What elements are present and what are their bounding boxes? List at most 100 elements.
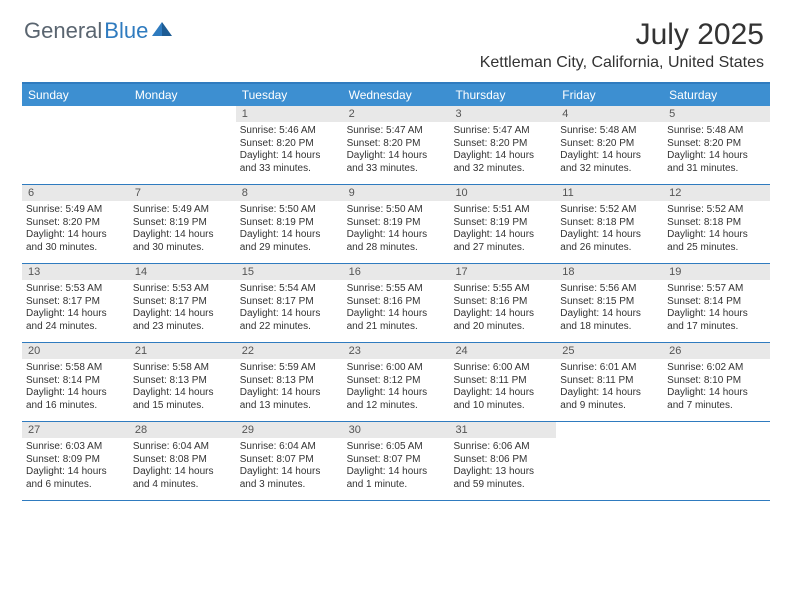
day-number: 27 — [22, 422, 129, 438]
day-number: 15 — [236, 264, 343, 280]
title-block: July 2025 Kettleman City, California, Un… — [480, 18, 764, 72]
day-body: Sunrise: 5:56 AMSunset: 8:15 PMDaylight:… — [556, 280, 663, 337]
day-cell: 17Sunrise: 5:55 AMSunset: 8:16 PMDayligh… — [449, 264, 556, 342]
day-number: 12 — [663, 185, 770, 201]
day-number: 2 — [343, 106, 450, 122]
day-cell: 4Sunrise: 5:48 AMSunset: 8:20 PMDaylight… — [556, 106, 663, 184]
day-header: Monday — [129, 84, 236, 106]
day-cell: 8Sunrise: 5:50 AMSunset: 8:19 PMDaylight… — [236, 185, 343, 263]
day-number: 18 — [556, 264, 663, 280]
day-number: 21 — [129, 343, 236, 359]
calendar: SundayMondayTuesdayWednesdayThursdayFrid… — [22, 82, 770, 501]
location: Kettleman City, California, United State… — [480, 54, 764, 72]
day-header: Saturday — [663, 84, 770, 106]
day-body: Sunrise: 6:06 AMSunset: 8:06 PMDaylight:… — [449, 438, 556, 495]
day-cell: 13Sunrise: 5:53 AMSunset: 8:17 PMDayligh… — [22, 264, 129, 342]
day-header: Sunday — [22, 84, 129, 106]
day-number: 1 — [236, 106, 343, 122]
day-body: Sunrise: 5:49 AMSunset: 8:19 PMDaylight:… — [129, 201, 236, 258]
day-cell: 7Sunrise: 5:49 AMSunset: 8:19 PMDaylight… — [129, 185, 236, 263]
day-body: Sunrise: 5:52 AMSunset: 8:18 PMDaylight:… — [556, 201, 663, 258]
day-cell: 29Sunrise: 6:04 AMSunset: 8:07 PMDayligh… — [236, 422, 343, 500]
logo: General Blue — [24, 18, 174, 44]
day-cell: 2Sunrise: 5:47 AMSunset: 8:20 PMDaylight… — [343, 106, 450, 184]
week-row: 27Sunrise: 6:03 AMSunset: 8:09 PMDayligh… — [22, 422, 770, 501]
day-number — [22, 106, 129, 122]
day-cell: 23Sunrise: 6:00 AMSunset: 8:12 PMDayligh… — [343, 343, 450, 421]
day-body: Sunrise: 5:55 AMSunset: 8:16 PMDaylight:… — [449, 280, 556, 337]
logo-text-general: General — [24, 18, 102, 44]
day-body: Sunrise: 6:04 AMSunset: 8:08 PMDaylight:… — [129, 438, 236, 495]
day-number: 8 — [236, 185, 343, 201]
day-cell — [556, 422, 663, 500]
day-body: Sunrise: 5:49 AMSunset: 8:20 PMDaylight:… — [22, 201, 129, 258]
day-body: Sunrise: 6:05 AMSunset: 8:07 PMDaylight:… — [343, 438, 450, 495]
day-number: 10 — [449, 185, 556, 201]
day-body: Sunrise: 5:47 AMSunset: 8:20 PMDaylight:… — [449, 122, 556, 179]
day-number: 23 — [343, 343, 450, 359]
day-number: 31 — [449, 422, 556, 438]
week-row: 13Sunrise: 5:53 AMSunset: 8:17 PMDayligh… — [22, 264, 770, 343]
day-body: Sunrise: 5:46 AMSunset: 8:20 PMDaylight:… — [236, 122, 343, 179]
day-cell: 26Sunrise: 6:02 AMSunset: 8:10 PMDayligh… — [663, 343, 770, 421]
day-body: Sunrise: 5:50 AMSunset: 8:19 PMDaylight:… — [343, 201, 450, 258]
day-body: Sunrise: 6:00 AMSunset: 8:11 PMDaylight:… — [449, 359, 556, 416]
day-number: 13 — [22, 264, 129, 280]
day-body: Sunrise: 5:48 AMSunset: 8:20 PMDaylight:… — [663, 122, 770, 179]
day-number: 28 — [129, 422, 236, 438]
day-cell: 22Sunrise: 5:59 AMSunset: 8:13 PMDayligh… — [236, 343, 343, 421]
day-body: Sunrise: 5:54 AMSunset: 8:17 PMDaylight:… — [236, 280, 343, 337]
day-body: Sunrise: 6:01 AMSunset: 8:11 PMDaylight:… — [556, 359, 663, 416]
day-header: Thursday — [449, 84, 556, 106]
day-cell — [22, 106, 129, 184]
day-cell: 10Sunrise: 5:51 AMSunset: 8:19 PMDayligh… — [449, 185, 556, 263]
week-row: 20Sunrise: 5:58 AMSunset: 8:14 PMDayligh… — [22, 343, 770, 422]
day-body: Sunrise: 5:52 AMSunset: 8:18 PMDaylight:… — [663, 201, 770, 258]
day-number — [129, 106, 236, 122]
day-number: 16 — [343, 264, 450, 280]
day-body: Sunrise: 6:04 AMSunset: 8:07 PMDaylight:… — [236, 438, 343, 495]
day-number: 29 — [236, 422, 343, 438]
day-body: Sunrise: 5:58 AMSunset: 8:13 PMDaylight:… — [129, 359, 236, 416]
day-body: Sunrise: 5:55 AMSunset: 8:16 PMDaylight:… — [343, 280, 450, 337]
day-header: Friday — [556, 84, 663, 106]
day-number: 24 — [449, 343, 556, 359]
day-number: 19 — [663, 264, 770, 280]
day-header: Tuesday — [236, 84, 343, 106]
day-cell: 12Sunrise: 5:52 AMSunset: 8:18 PMDayligh… — [663, 185, 770, 263]
day-number: 3 — [449, 106, 556, 122]
day-body: Sunrise: 5:58 AMSunset: 8:14 PMDaylight:… — [22, 359, 129, 416]
day-body: Sunrise: 6:00 AMSunset: 8:12 PMDaylight:… — [343, 359, 450, 416]
day-cell: 31Sunrise: 6:06 AMSunset: 8:06 PMDayligh… — [449, 422, 556, 500]
day-body: Sunrise: 5:51 AMSunset: 8:19 PMDaylight:… — [449, 201, 556, 258]
day-body: Sunrise: 5:57 AMSunset: 8:14 PMDaylight:… — [663, 280, 770, 337]
day-cell: 11Sunrise: 5:52 AMSunset: 8:18 PMDayligh… — [556, 185, 663, 263]
month-title: July 2025 — [480, 18, 764, 52]
day-cell: 5Sunrise: 5:48 AMSunset: 8:20 PMDaylight… — [663, 106, 770, 184]
day-number: 30 — [343, 422, 450, 438]
day-cell: 9Sunrise: 5:50 AMSunset: 8:19 PMDaylight… — [343, 185, 450, 263]
week-row: 6Sunrise: 5:49 AMSunset: 8:20 PMDaylight… — [22, 185, 770, 264]
day-body: Sunrise: 5:53 AMSunset: 8:17 PMDaylight:… — [22, 280, 129, 337]
logo-text-blue: Blue — [104, 18, 148, 44]
day-number — [556, 422, 663, 438]
day-cell — [663, 422, 770, 500]
week-row: 1Sunrise: 5:46 AMSunset: 8:20 PMDaylight… — [22, 106, 770, 185]
day-cell: 27Sunrise: 6:03 AMSunset: 8:09 PMDayligh… — [22, 422, 129, 500]
day-cell: 24Sunrise: 6:00 AMSunset: 8:11 PMDayligh… — [449, 343, 556, 421]
day-cell — [129, 106, 236, 184]
day-cell: 20Sunrise: 5:58 AMSunset: 8:14 PMDayligh… — [22, 343, 129, 421]
day-header: Wednesday — [343, 84, 450, 106]
day-body: Sunrise: 5:47 AMSunset: 8:20 PMDaylight:… — [343, 122, 450, 179]
day-number: 11 — [556, 185, 663, 201]
day-number: 7 — [129, 185, 236, 201]
day-cell: 3Sunrise: 5:47 AMSunset: 8:20 PMDaylight… — [449, 106, 556, 184]
day-body: Sunrise: 6:03 AMSunset: 8:09 PMDaylight:… — [22, 438, 129, 495]
day-body: Sunrise: 5:50 AMSunset: 8:19 PMDaylight:… — [236, 201, 343, 258]
day-cell: 19Sunrise: 5:57 AMSunset: 8:14 PMDayligh… — [663, 264, 770, 342]
day-number: 17 — [449, 264, 556, 280]
day-body: Sunrise: 5:48 AMSunset: 8:20 PMDaylight:… — [556, 122, 663, 179]
day-body: Sunrise: 5:59 AMSunset: 8:13 PMDaylight:… — [236, 359, 343, 416]
day-cell: 6Sunrise: 5:49 AMSunset: 8:20 PMDaylight… — [22, 185, 129, 263]
day-cell: 16Sunrise: 5:55 AMSunset: 8:16 PMDayligh… — [343, 264, 450, 342]
